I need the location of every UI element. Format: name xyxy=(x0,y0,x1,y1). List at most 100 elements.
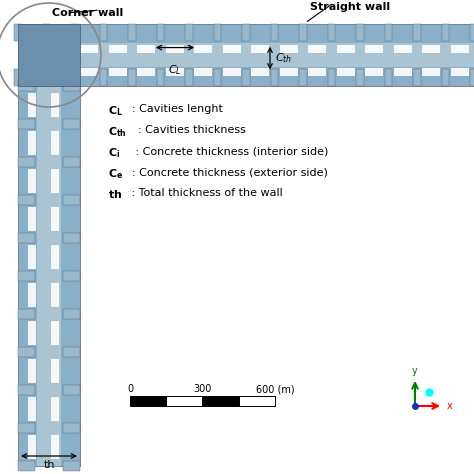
Bar xyxy=(51,169,59,193)
Bar xyxy=(18,385,36,395)
Bar xyxy=(71,24,79,41)
Text: $C_{th}$: $C_{th}$ xyxy=(275,51,292,65)
Bar xyxy=(156,24,164,41)
Bar xyxy=(27,169,36,193)
Bar xyxy=(337,45,355,53)
Bar xyxy=(337,68,355,76)
Bar xyxy=(280,68,298,76)
Bar xyxy=(71,69,79,86)
Bar xyxy=(422,68,440,76)
Bar xyxy=(156,69,164,86)
Bar xyxy=(166,396,202,406)
Text: $\mathbf{C_i}$: $\mathbf{C_i}$ xyxy=(108,146,120,160)
Bar xyxy=(109,45,127,53)
Bar xyxy=(299,69,307,86)
Bar xyxy=(365,45,383,53)
Bar xyxy=(413,69,421,86)
Bar xyxy=(18,309,36,319)
Bar xyxy=(128,69,136,86)
Bar xyxy=(194,68,212,76)
Bar xyxy=(18,346,36,357)
Bar xyxy=(441,69,449,86)
Bar xyxy=(63,461,80,471)
Bar xyxy=(384,24,392,41)
Bar xyxy=(18,195,36,205)
Text: $\mathbf{C_L}$: $\mathbf{C_L}$ xyxy=(108,104,123,118)
Text: th: th xyxy=(43,460,55,470)
Text: : Concrete thickness (interior side): : Concrete thickness (interior side) xyxy=(132,146,328,156)
Bar xyxy=(18,157,36,167)
Bar xyxy=(51,359,59,383)
Bar xyxy=(81,45,98,53)
Bar xyxy=(100,24,108,41)
Bar xyxy=(51,245,59,269)
Bar xyxy=(18,423,36,433)
Text: x: x xyxy=(447,401,453,411)
Bar xyxy=(100,69,108,86)
Bar xyxy=(43,69,51,86)
Bar xyxy=(18,271,36,282)
Text: $\mathbf{C_e}$: $\mathbf{C_e}$ xyxy=(108,167,123,181)
Bar xyxy=(328,24,336,41)
Bar xyxy=(81,68,98,76)
Bar xyxy=(63,195,80,205)
Bar xyxy=(109,68,127,76)
Text: $\mathbf{th}$: $\mathbf{th}$ xyxy=(108,188,122,200)
Bar xyxy=(18,461,36,471)
Bar xyxy=(63,271,80,282)
Bar xyxy=(422,45,440,53)
Bar xyxy=(356,69,364,86)
Bar xyxy=(23,68,41,76)
Bar xyxy=(18,86,80,466)
Bar xyxy=(137,68,155,76)
Bar xyxy=(63,309,80,319)
Bar xyxy=(27,207,36,231)
Bar xyxy=(384,69,392,86)
Bar xyxy=(356,24,364,41)
Text: 600 (m): 600 (m) xyxy=(255,384,294,394)
Bar xyxy=(27,93,36,117)
Text: 0: 0 xyxy=(127,384,133,394)
Bar xyxy=(51,435,59,459)
Bar xyxy=(251,45,269,53)
Bar xyxy=(52,45,70,53)
Bar xyxy=(166,68,183,76)
Bar xyxy=(52,68,70,76)
Bar xyxy=(271,24,279,41)
Bar xyxy=(51,131,59,155)
Text: Straight wall: Straight wall xyxy=(310,2,390,12)
Bar xyxy=(51,93,59,117)
Bar xyxy=(194,45,212,53)
Bar xyxy=(37,86,61,466)
Text: $C_L$: $C_L$ xyxy=(168,64,182,77)
Bar xyxy=(27,397,36,421)
Bar xyxy=(470,69,474,86)
Bar xyxy=(27,321,36,345)
Bar xyxy=(223,68,241,76)
Bar xyxy=(413,24,421,41)
Bar xyxy=(18,118,36,129)
Bar xyxy=(130,396,166,406)
Bar xyxy=(394,68,411,76)
Bar xyxy=(51,283,59,307)
Bar xyxy=(441,24,449,41)
Bar xyxy=(51,207,59,231)
Bar xyxy=(280,45,298,53)
Bar xyxy=(63,423,80,433)
Text: : Total thickness of the wall: : Total thickness of the wall xyxy=(128,188,283,198)
Bar xyxy=(27,283,36,307)
Bar xyxy=(470,24,474,41)
Bar xyxy=(23,45,41,53)
Bar xyxy=(63,118,80,129)
Bar xyxy=(18,43,474,67)
Bar xyxy=(27,359,36,383)
Bar xyxy=(451,68,469,76)
Bar xyxy=(18,24,474,86)
Bar xyxy=(27,435,36,459)
Bar xyxy=(251,68,269,76)
Bar xyxy=(51,397,59,421)
Bar xyxy=(14,24,22,41)
Bar xyxy=(18,81,36,91)
Text: : Cavities thickness: : Cavities thickness xyxy=(138,125,246,135)
Bar xyxy=(223,45,241,53)
